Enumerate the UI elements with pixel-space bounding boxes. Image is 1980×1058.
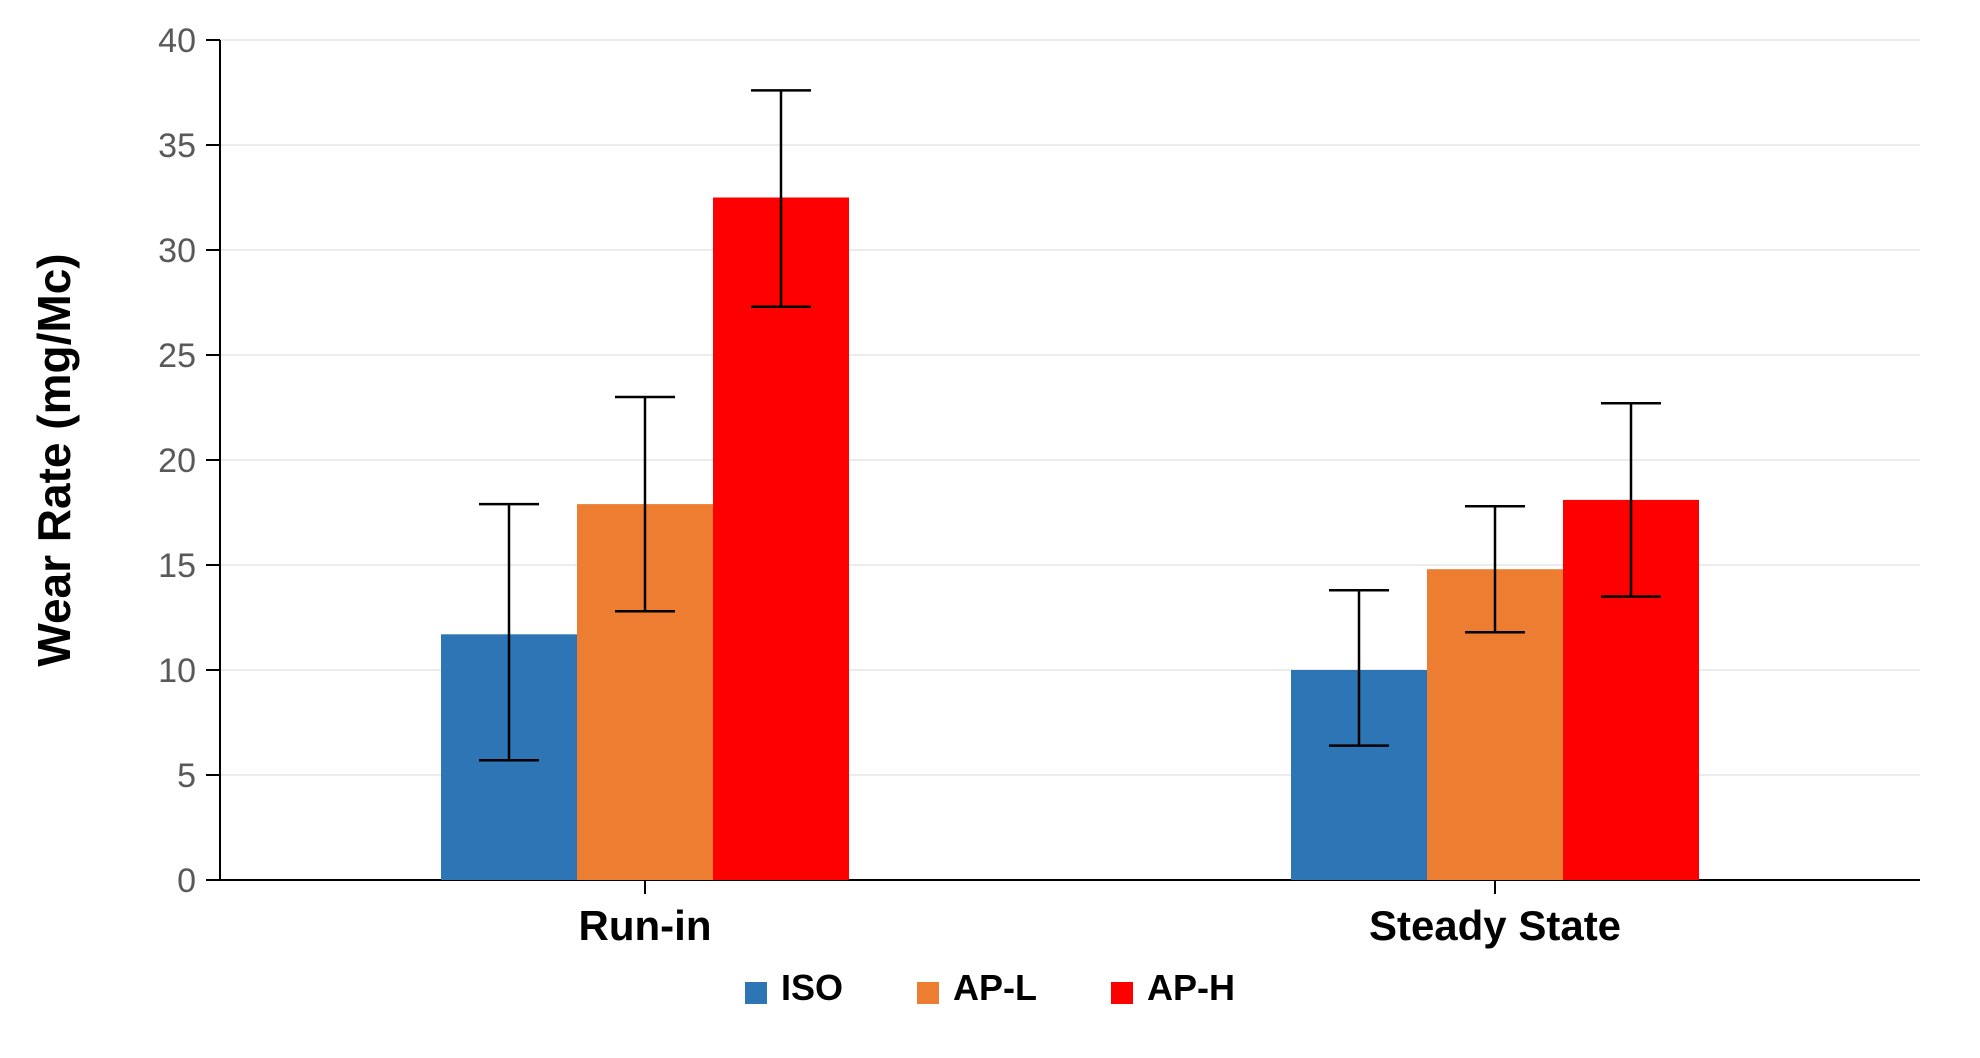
legend-swatch-ap-h bbox=[1111, 982, 1133, 1004]
legend-swatch-iso bbox=[745, 982, 767, 1004]
y-tick-label: 5 bbox=[177, 757, 196, 795]
y-axis-title: Wear Rate (mg/Mc) bbox=[28, 253, 80, 666]
wear-rate-chart: 0 5 10 15 20 25 30 35 40 Wear Rate (mg/Mc) Run-in S… bbox=[0, 0, 1980, 1058]
y-tick-label: 20 bbox=[158, 442, 196, 480]
y-tick-label: 35 bbox=[158, 127, 196, 165]
y-tick-label: 40 bbox=[158, 22, 196, 60]
category-label: Steady State bbox=[1369, 902, 1621, 949]
chart-svg: 0 5 10 15 20 25 30 35 40 Wear Rate (mg/Mc) Run-in S… bbox=[0, 0, 1980, 1058]
legend-label: ISO bbox=[781, 967, 843, 1008]
legend-swatch-ap-l bbox=[917, 982, 939, 1004]
legend-label: AP-H bbox=[1147, 967, 1235, 1008]
y-tick-label: 30 bbox=[158, 232, 196, 270]
y-tick-label: 10 bbox=[158, 652, 196, 690]
y-tick-label: 15 bbox=[158, 547, 196, 585]
y-tick-label: 25 bbox=[158, 337, 196, 375]
legend-label: AP-L bbox=[953, 967, 1037, 1008]
y-tick-label: 0 bbox=[177, 862, 196, 900]
category-label: Run-in bbox=[579, 902, 712, 949]
